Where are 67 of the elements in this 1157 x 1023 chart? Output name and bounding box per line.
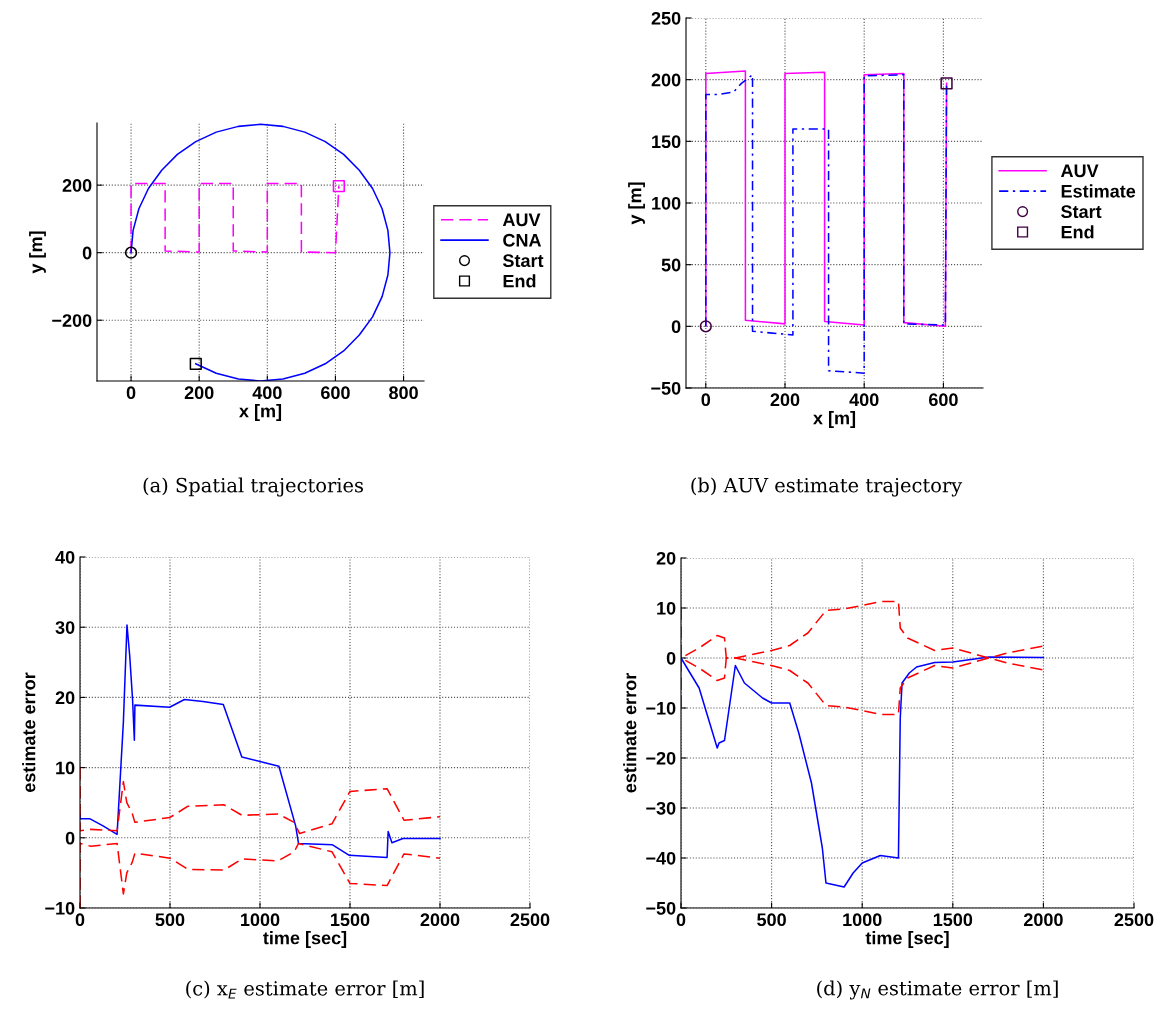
x-tick-label: 600: [321, 386, 350, 400]
x-tick-label: 2500: [1114, 913, 1154, 927]
y-tick-label: 50: [661, 258, 681, 272]
legend-label: End: [503, 274, 536, 288]
x-tick-label: 1500: [331, 913, 370, 927]
legend-label: AUV: [1060, 164, 1099, 178]
x-axis-title: x [m]: [813, 411, 856, 428]
y-tick-label: 250: [651, 11, 681, 25]
point: [124, 246, 138, 259]
legend-label: Start: [1061, 205, 1102, 219]
x-tick-label: 2500: [510, 913, 550, 927]
y-tick-label: 20: [656, 551, 676, 565]
x-tick-label: 1000: [843, 913, 882, 927]
x-tick-label: 200: [184, 386, 214, 400]
x-axis-title: time [sec]: [263, 931, 347, 948]
y-tick-label: 20: [55, 691, 75, 705]
text: (a) Spatial trajectories: [143, 477, 363, 497]
y-tick-label: 150: [652, 135, 681, 149]
y-tick-label: 0: [82, 246, 92, 260]
line-series: [681, 656, 1045, 888]
legend-label: End: [1061, 225, 1094, 239]
y-tick-label: 200: [62, 179, 92, 192]
y-axis-title: y [m]: [628, 182, 645, 225]
x-tick-label: 600: [929, 393, 958, 407]
y-tick-label: −30: [646, 801, 676, 815]
legend-label: Start: [502, 254, 544, 268]
y-tick-label: 30: [55, 621, 75, 634]
x-tick-label: 400: [849, 393, 879, 407]
legend-label: CNA: [503, 233, 542, 247]
y-tick-label: −50: [651, 381, 681, 395]
y-tick-label: −200: [52, 314, 92, 327]
y-tick-label: −20: [646, 751, 676, 765]
y-tick-label: 200: [651, 73, 681, 87]
y-tick-label: 100: [652, 196, 681, 210]
y-axis-title: estimate error: [22, 672, 36, 793]
x-tick-label: 2000: [1023, 913, 1063, 927]
text: (b) AUV estimate trajectory: [691, 477, 963, 497]
x-tick-label: 1000: [241, 913, 280, 927]
x-tick-label: 500: [155, 913, 185, 927]
y-tick-label: 0: [671, 320, 681, 334]
legend-label: AUV: [502, 213, 541, 227]
text: (d) y$_{N}$ estimate error [m]: [817, 980, 1058, 1000]
x-tick-label: 500: [757, 913, 786, 927]
y-tick-label: 40: [55, 550, 75, 564]
x-axis-title: time [sec]: [865, 931, 949, 948]
x-tick-label: 2000: [420, 913, 460, 927]
y-tick-label: −40: [646, 851, 676, 865]
x-axis-title: x [m]: [239, 404, 282, 421]
line-series: [80, 624, 441, 859]
x-tick-label: 400: [252, 386, 282, 400]
y-tick-label: −10: [45, 901, 75, 915]
x-tick-label: 200: [770, 393, 800, 407]
x-tick-label: 800: [389, 386, 418, 400]
x-tick-label: 1500: [933, 913, 973, 927]
x-tick-label: 0: [701, 393, 711, 407]
x-tick-label: 0: [126, 386, 136, 400]
point: [332, 180, 345, 193]
y-axis-title: y [m]: [29, 231, 46, 274]
y-tick-label: 10: [657, 601, 676, 615]
y-tick-label: 0: [65, 831, 75, 845]
y-tick-label: 0: [666, 651, 676, 665]
y-axis-title: estimate error: [623, 673, 637, 793]
y-tick-label: −10: [646, 701, 676, 715]
y-tick-label: −50: [646, 901, 676, 915]
text: (c) x$_{E}$ estimate error [m]: [186, 980, 424, 999]
y-tick-label: 10: [56, 761, 75, 775]
legend-label: Estimate: [1061, 184, 1136, 198]
